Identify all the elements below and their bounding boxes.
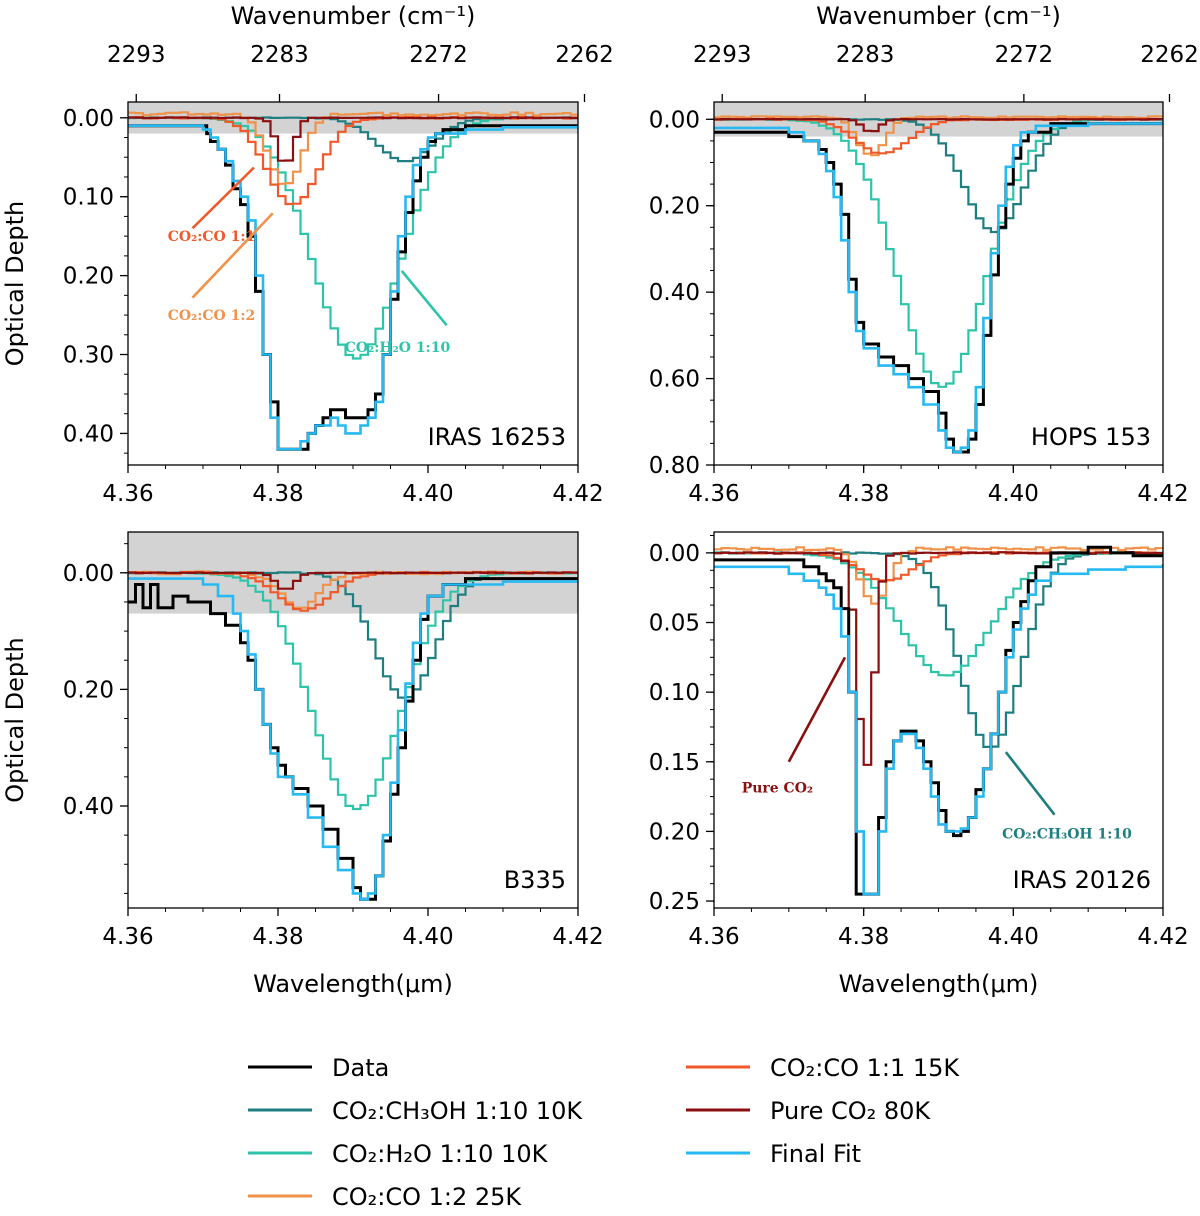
series-h2o xyxy=(714,117,1163,388)
x-tick-label: 4.40 xyxy=(402,924,453,950)
y-tick-label: 0.00 xyxy=(649,107,700,133)
series-pure xyxy=(714,118,1163,133)
y-tick-label: 0.15 xyxy=(649,750,700,776)
series-fit xyxy=(714,119,1163,454)
y-tick-label: 0.20 xyxy=(63,264,114,290)
panel-iras-20126: 0.00 0.05 0.10 0.15 0.20 0.25 4.36 4.38 4.40 4.42… xyxy=(649,531,1189,998)
x-tick-label: 4.38 xyxy=(252,924,303,950)
x-tick-label: 4.38 xyxy=(838,924,889,950)
y-tick-label: 0.05 xyxy=(649,611,700,637)
x-tick-label: 4.40 xyxy=(988,481,1039,507)
annotation-arrow xyxy=(191,212,274,299)
legend: Data CO₂:CH₃OH 1:10 10K CO₂:H₂O 1:10 10K CO… xyxy=(248,1054,960,1211)
series-fit xyxy=(128,577,578,901)
top-tick-label: 2293 xyxy=(693,42,752,68)
legend-label-pure: Pure CO₂ 80K xyxy=(770,1097,931,1125)
series-pure xyxy=(128,571,578,590)
series-data xyxy=(128,577,578,901)
panel-title: HOPS 153 xyxy=(1031,423,1151,451)
x-tick-label: 4.36 xyxy=(688,481,739,507)
x-tick-label: 4.38 xyxy=(838,481,889,507)
series-co12 xyxy=(714,115,1163,157)
y-tick-label: 0.00 xyxy=(63,106,114,132)
y-tick-label: 0.60 xyxy=(649,367,700,393)
annotation-arrow xyxy=(191,166,255,230)
series-fit xyxy=(128,124,578,451)
y-tick-label: 0.80 xyxy=(649,453,700,479)
x-tick-label: 4.42 xyxy=(552,924,603,950)
x-tick-label: 4.36 xyxy=(102,481,153,507)
top-axis-title: Wavenumber (cm⁻¹) xyxy=(816,2,1061,30)
y-tick-label: 0.20 xyxy=(649,194,700,220)
x-tick-label: 4.42 xyxy=(1137,924,1188,950)
series-group xyxy=(714,545,1163,896)
legend-label-h2o: CO₂:H₂O 1:10 10K xyxy=(332,1140,549,1168)
panel-title: IRAS 16253 xyxy=(428,423,566,451)
x-axis-title: Wavelength(μm) xyxy=(839,970,1039,998)
panel-title: IRAS 20126 xyxy=(1013,866,1151,894)
panel-b335: 0.00 0.20 0.40 4.36 4.38 4.40 4.42 Wavelength(μ… xyxy=(1,531,604,998)
x-tick-label: 4.38 xyxy=(252,481,303,507)
y-axis-title: Optical Depth xyxy=(1,637,29,803)
series-group xyxy=(128,111,578,451)
x-tick-label: 4.42 xyxy=(1137,481,1188,507)
top-axis-title: Wavenumber (cm⁻¹) xyxy=(231,2,476,30)
x-tick-label: 4.36 xyxy=(688,924,739,950)
x-axis-title: Wavelength(μm) xyxy=(253,970,453,998)
series-co12 xyxy=(714,546,1163,605)
annotation-label: CO₂:CO 1:1 xyxy=(168,229,256,245)
series-group xyxy=(714,115,1163,454)
series-pure xyxy=(714,551,1163,766)
y-tick-label: 0.20 xyxy=(63,677,114,703)
top-tick-label: 2272 xyxy=(409,42,468,68)
series-group xyxy=(128,570,578,901)
legend-label-ch3oh: CO₂:CH₃OH 1:10 10K xyxy=(332,1097,583,1125)
top-tick-label: 2262 xyxy=(555,42,614,68)
series-pure xyxy=(128,116,578,162)
series-fit xyxy=(714,564,1163,896)
top-tick-label: 2283 xyxy=(836,42,895,68)
y-tick-label: 0.20 xyxy=(649,819,700,845)
legend-label-data: Data xyxy=(332,1054,389,1082)
y-tick-label: 0.40 xyxy=(63,421,114,447)
y-tick-label: 0.40 xyxy=(649,280,700,306)
annotation-label: CO₂:CO 1:2 xyxy=(168,308,256,324)
y-tick-label: 0.25 xyxy=(649,889,700,915)
annotation-label: Pure CO₂ xyxy=(742,780,813,796)
legend-label-fit: Final Fit xyxy=(770,1140,861,1168)
top-tick-label: 2272 xyxy=(995,42,1054,68)
y-tick-label: 0.10 xyxy=(63,185,114,211)
annotation-arrow xyxy=(787,656,847,763)
x-tick-label: 4.40 xyxy=(988,924,1039,950)
series-data xyxy=(714,122,1163,454)
axes-frame xyxy=(127,101,579,466)
y-tick-label: 0.00 xyxy=(649,541,700,567)
annotation-arrow xyxy=(400,270,448,327)
series-data xyxy=(128,124,578,451)
y-tick-label: 0.00 xyxy=(63,561,114,587)
y-axis-title: Optical Depth xyxy=(1,201,29,367)
x-tick-label: 4.40 xyxy=(402,481,453,507)
series-co12 xyxy=(128,111,578,185)
panel-title: B335 xyxy=(504,866,566,894)
annotation-arrow xyxy=(1004,751,1056,816)
y-tick-label: 0.40 xyxy=(63,794,114,820)
legend-label-co12: CO₂:CO 1:2 25K xyxy=(332,1183,522,1211)
panel-hops-153: 0.00 0.20 0.40 0.60 0.804.36 4.38 4.40 4.42 2293… xyxy=(649,2,1199,507)
annotation-label: CO₂:H₂O 1:10 xyxy=(345,340,451,356)
y-tick-label: 0.10 xyxy=(649,680,700,706)
series-ch3oh xyxy=(714,551,1163,748)
annotation-label: CO₂:CH₃OH 1:10 xyxy=(1002,826,1132,842)
top-tick-label: 2293 xyxy=(107,42,166,68)
x-tick-label: 4.36 xyxy=(102,924,153,950)
top-tick-label: 2262 xyxy=(1140,42,1199,68)
legend-label-co11: CO₂:CO 1:1 15K xyxy=(770,1054,960,1082)
x-tick-label: 4.42 xyxy=(552,481,603,507)
y-tick-label: 0.30 xyxy=(63,343,114,369)
top-tick-label: 2283 xyxy=(250,42,309,68)
panel-iras-16253: 0.00 0.10 0.20 0.30 0.40 4.36 4.38 4.40 4.42 2293… xyxy=(1,2,614,507)
